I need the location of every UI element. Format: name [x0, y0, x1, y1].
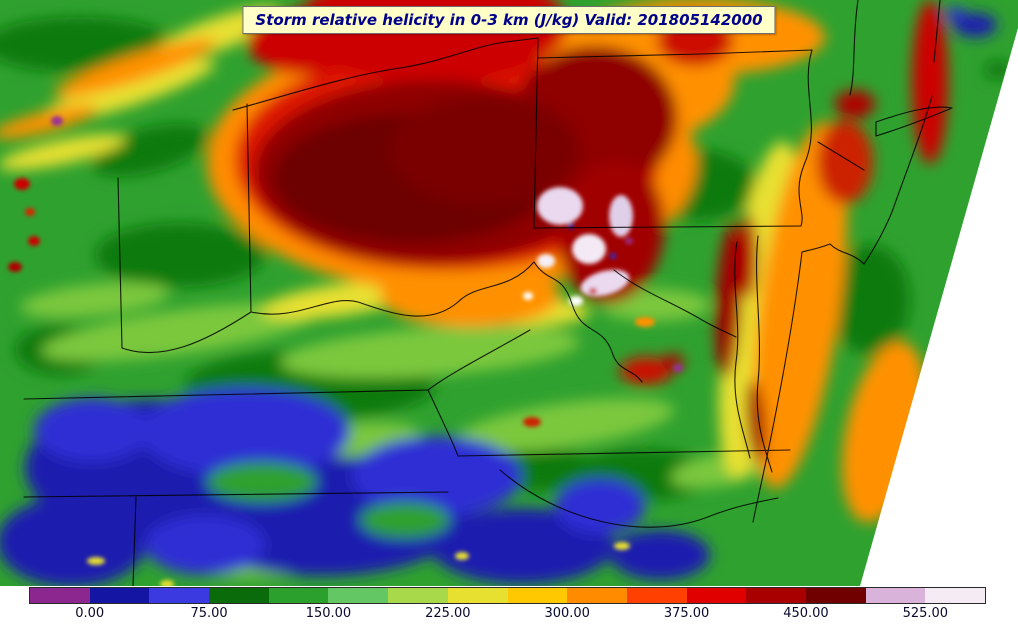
- colorbar-tick-label: 225.00: [425, 606, 471, 621]
- colorbar-segment: [626, 588, 687, 603]
- colorbar: [29, 587, 986, 604]
- colorbar-segment: [89, 588, 150, 603]
- no-data-wedge: [860, 28, 1018, 586]
- colorbar-segment: [328, 588, 389, 603]
- colorbar-segment: [805, 588, 866, 603]
- colorbar-tick-label: 150.00: [305, 606, 352, 621]
- colorbar-segment: [388, 588, 448, 603]
- colorbar-segment: [209, 588, 269, 603]
- plot-title: Storm relative helicity in 0-3 km (J/kg)…: [242, 6, 776, 34]
- helicity-map: [0, 0, 1018, 586]
- helicity-detail-spots: [8, 116, 683, 586]
- colorbar-segment: [925, 588, 985, 603]
- colorbar-tick-label: 450.00: [783, 606, 829, 621]
- colorbar-segment: [746, 588, 806, 603]
- colorbar-segment: [686, 588, 747, 603]
- colorbar-tick-label: 525.00: [902, 606, 949, 621]
- colorbar-segment: [268, 588, 329, 603]
- colorbar-segment: [149, 588, 210, 603]
- colorbar-tick-label: 75.00: [190, 606, 228, 621]
- colorbar-tick-label: 375.00: [663, 606, 710, 621]
- colorbar-tick-label: 300.00: [544, 606, 590, 621]
- colorbar-segment: [447, 588, 508, 603]
- state-borders: [23, 0, 953, 586]
- colorbar-segment: [865, 588, 926, 603]
- colorbar-segment: [30, 588, 90, 603]
- colorbar-segment: [507, 588, 568, 603]
- colorbar-tick-label: 0.00: [75, 606, 105, 621]
- colorbar-segment: [567, 588, 627, 603]
- colorbar-ticks: 0.00 75.00 150.00 225.00 300.00 375.00 450.00 5…: [30, 606, 985, 628]
